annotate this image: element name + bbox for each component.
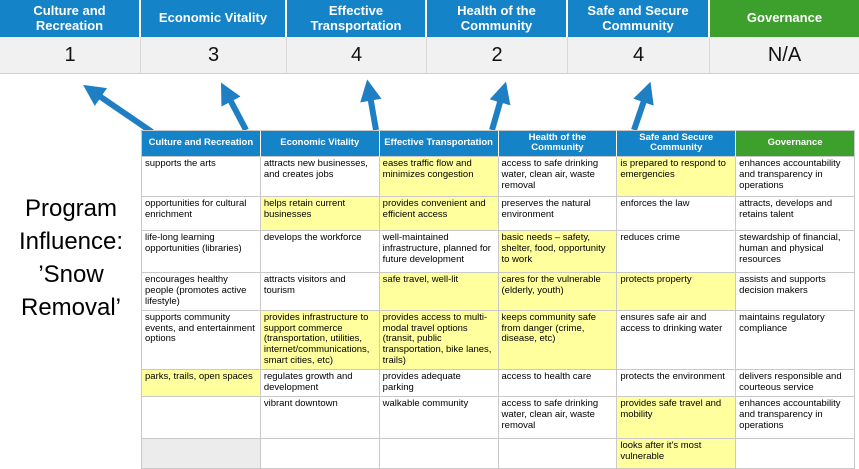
matrix-cell: reduces crime bbox=[617, 230, 737, 273]
matrix-cell bbox=[260, 439, 380, 469]
score-value: N/A bbox=[767, 43, 802, 66]
arrow-icon bbox=[220, 82, 249, 132]
matrix-cell: access to safe drinking water, clean air… bbox=[498, 156, 618, 197]
arrow-icon bbox=[83, 84, 154, 134]
category-header: Effective Transportation bbox=[287, 0, 427, 37]
matrix-cell: life-long learning opportunities (librar… bbox=[142, 230, 261, 273]
arrow-icon bbox=[489, 81, 511, 131]
category-header: Health of the Community bbox=[427, 0, 568, 37]
score-arrows bbox=[83, 79, 654, 134]
matrix-cell: regulates growth and development bbox=[260, 370, 380, 398]
matrix-cell: walkable community bbox=[379, 397, 499, 440]
category-header: Governance bbox=[710, 0, 859, 37]
matrix-header-cell: Economic Vitality bbox=[260, 131, 380, 157]
matrix-cell: safe travel, well-lit bbox=[379, 272, 499, 311]
program-influence-label: Program Influence: ’Snow Removal’ bbox=[18, 195, 124, 322]
score-value: 4 bbox=[568, 37, 710, 73]
matrix-cell: eases traffic flow and minimizes congest… bbox=[379, 156, 499, 197]
matrix-row: opportunities for cultural enrichment hel… bbox=[142, 196, 855, 231]
matrix-cell bbox=[142, 397, 261, 440]
matrix-cell: cares for the vulnerable (elderly, youth… bbox=[498, 272, 618, 311]
matrix-cell: enforces the law bbox=[617, 196, 737, 231]
matrix-cell: supports the arts bbox=[142, 156, 261, 197]
matrix-cell: protects property bbox=[617, 272, 737, 311]
influence-matrix: Culture and Recreation Economic Vitality E… bbox=[141, 130, 855, 469]
matrix-cell: assists and supports decision makers bbox=[736, 272, 855, 311]
arrow-icon bbox=[360, 79, 382, 131]
matrix-cell: maintains regulatory compliance bbox=[736, 310, 855, 371]
matrix-cell: protects the environment bbox=[617, 370, 737, 398]
matrix-header-cell: Safe and Secure Community bbox=[617, 131, 737, 157]
matrix-header-cell: Governance bbox=[736, 131, 855, 157]
matrix-cell: provides convenient and efficient access bbox=[379, 196, 499, 231]
matrix-cell: well-maintained infrastructure, planned … bbox=[379, 230, 499, 273]
category-header: Culture and Recreation bbox=[0, 0, 141, 37]
matrix-row: supports community events, and entertain… bbox=[142, 310, 855, 371]
matrix-header-cell: Culture and Recreation bbox=[142, 131, 261, 157]
matrix-cell: attracts new businesses, and creates job… bbox=[260, 156, 380, 197]
matrix-row: parks, trails, open spaces regulates grow… bbox=[142, 370, 855, 398]
matrix-cell: access to safe drinking water, clean air… bbox=[498, 397, 618, 440]
matrix-cell: preserves the natural environment bbox=[498, 196, 618, 231]
category-header: Economic Vitality bbox=[141, 0, 287, 37]
score-value: 1 bbox=[0, 37, 141, 73]
matrix-cell: provides adequate parking bbox=[379, 370, 499, 398]
matrix-cell: enhances accountability and transparency… bbox=[736, 397, 855, 440]
arrow-icon bbox=[631, 81, 654, 131]
matrix-cell: ensures safe air and access to drinking … bbox=[617, 310, 737, 371]
score-row: 1 3 4 2 4 N/A bbox=[0, 37, 859, 74]
matrix-row: life-long learning opportunities (librar… bbox=[142, 230, 855, 273]
matrix-cell: develops the workforce bbox=[260, 230, 380, 273]
matrix-cell: opportunities for cultural enrichment bbox=[142, 196, 261, 231]
matrix-cell: attracts, develops and retains talent bbox=[736, 196, 855, 231]
matrix-cell: attracts visitors and tourism bbox=[260, 272, 380, 311]
matrix-cell: provides safe travel and mobility bbox=[617, 397, 737, 440]
matrix-header-cell: Effective Transportation bbox=[379, 131, 499, 157]
matrix-cell: provides access to multi-modal travel op… bbox=[379, 310, 499, 371]
score-value: 3 bbox=[141, 37, 287, 73]
matrix-cell: encourages healthy people (promotes acti… bbox=[142, 272, 261, 311]
matrix-cell: looks after it's most vulnerable bbox=[617, 439, 737, 469]
matrix-cell: access to health care bbox=[498, 370, 618, 398]
matrix-cell bbox=[736, 439, 855, 469]
score-value: 4 bbox=[287, 37, 427, 73]
matrix-row: encourages healthy people (promotes acti… bbox=[142, 272, 855, 311]
matrix-header-cell: Health of the Community bbox=[498, 131, 618, 157]
matrix-cell: basic needs – safety, shelter, food, opp… bbox=[498, 230, 618, 273]
matrix-row: supports the arts attracts new businesses… bbox=[142, 156, 855, 197]
matrix-header-row: Culture and Recreation Economic Vitality E… bbox=[142, 131, 855, 157]
matrix-cell: delivers responsible and courteous servi… bbox=[736, 370, 855, 398]
matrix-cell: stewardship of financial, human and phys… bbox=[736, 230, 855, 273]
category-header-row: Culture and Recreation Economic Vitality E… bbox=[0, 0, 859, 37]
score-value: 2 bbox=[427, 37, 568, 73]
category-header: Safe and Secure Community bbox=[568, 0, 710, 37]
matrix-cell: is prepared to respond to emergencies bbox=[617, 156, 737, 197]
matrix-cell: vibrant downtown bbox=[260, 397, 380, 440]
matrix-cell: helps retain current businesses bbox=[260, 196, 380, 231]
matrix-cell: parks, trails, open spaces bbox=[142, 370, 261, 398]
matrix-cell: keeps community safe from danger (crime,… bbox=[498, 310, 618, 371]
matrix-cell: supports community events, and entertain… bbox=[142, 310, 261, 371]
matrix-body: supports the arts attracts new businesses… bbox=[142, 156, 855, 469]
matrix-row: vibrant downtown walkable community access… bbox=[142, 397, 855, 440]
matrix-cell: provides infrastructure to support comme… bbox=[260, 310, 380, 371]
matrix-cell: enhances accountability and transparency… bbox=[736, 156, 855, 197]
